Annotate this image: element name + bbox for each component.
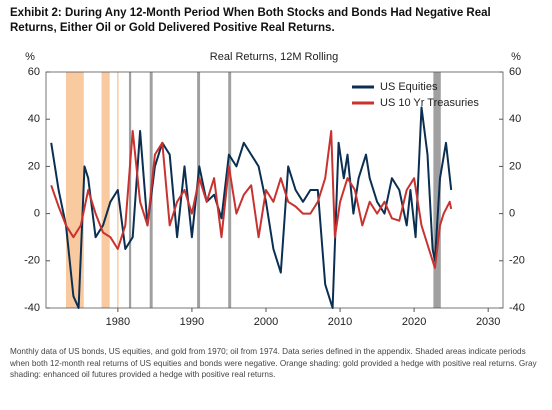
y2-tick-label: 60 bbox=[509, 66, 521, 78]
shaded-period bbox=[101, 72, 110, 308]
y2-axis-label: % bbox=[511, 51, 521, 63]
plot-frame bbox=[45, 71, 504, 309]
y-tick-label: 40 bbox=[28, 113, 40, 125]
y2-tick-label: 0 bbox=[509, 208, 515, 220]
y2-tick-label: -20 bbox=[509, 255, 525, 267]
y-axis-label: % bbox=[25, 51, 35, 63]
shaded-period bbox=[228, 72, 232, 308]
x-tick-label: 2030 bbox=[476, 316, 500, 328]
legend-label: US Equities bbox=[380, 81, 438, 93]
shaded-period bbox=[433, 72, 441, 308]
shaded-period bbox=[197, 72, 201, 308]
chart-subtitle: Real Returns, 12M Rolling bbox=[210, 51, 338, 63]
x-tick-label: 2010 bbox=[328, 316, 352, 328]
shaded-period bbox=[128, 72, 132, 308]
x-tick-label: 1980 bbox=[106, 316, 130, 328]
x-tick-label: 2000 bbox=[254, 316, 278, 328]
y2-tick-label: -40 bbox=[509, 302, 525, 314]
shaded-period bbox=[65, 72, 84, 308]
footnote: Monthly data of US bonds, US equities, a… bbox=[10, 347, 537, 379]
y2-tick-label: 20 bbox=[509, 160, 521, 172]
data-line bbox=[50, 106, 453, 309]
legend-label: US 10 Yr Treasuries bbox=[380, 97, 479, 109]
y-tick-label: 60 bbox=[28, 66, 40, 78]
x-tick-label: 1990 bbox=[180, 316, 204, 328]
y-tick-label: 0 bbox=[34, 208, 40, 220]
x-tick-label: 2020 bbox=[402, 316, 426, 328]
chart-title: Exhibit 2: During Any 12-Month Period Wh… bbox=[10, 7, 491, 34]
y-tick-label: 20 bbox=[28, 160, 40, 172]
y-tick-label: -40 bbox=[24, 302, 40, 314]
y-tick-label: -20 bbox=[24, 255, 40, 267]
y2-tick-label: 40 bbox=[509, 113, 521, 125]
data-line bbox=[50, 130, 453, 269]
